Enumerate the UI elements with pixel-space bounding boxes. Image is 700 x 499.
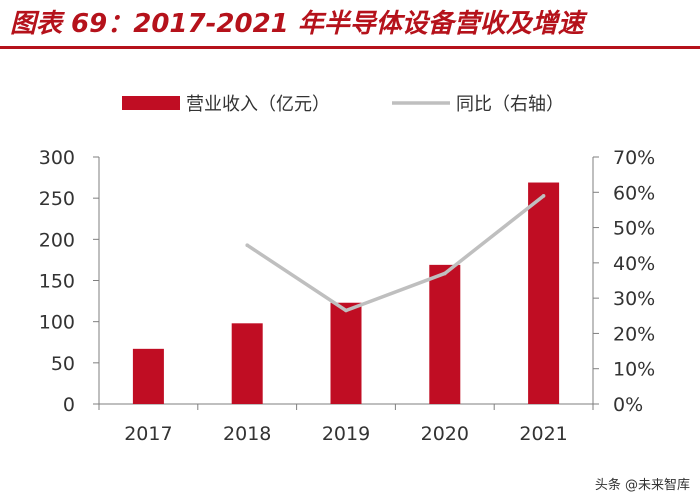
yoy-point-2021 — [541, 194, 546, 198]
legend-line-label: 同比（右轴） — [456, 94, 564, 115]
bar-2020 — [429, 264, 461, 404]
x-tick-label: 2020 — [421, 423, 469, 445]
legend-bar-label: 营业收入（亿元） — [186, 94, 330, 115]
x-tick-label: 2017 — [124, 423, 172, 445]
y-right-tick-label: 60% — [613, 182, 655, 204]
watermark: 头条 @未来智库 — [594, 478, 690, 493]
bar-2017 — [132, 348, 164, 404]
legend-bar-swatch — [122, 96, 180, 110]
y-left-tick-label: 50 — [51, 353, 75, 375]
y-left-tick-label: 300 — [39, 147, 75, 169]
chart-title: 图表 69：2017-2021 年半导体设备营收及增速 — [10, 9, 584, 39]
yoy-point-2018 — [245, 243, 249, 248]
x-tick-label: 2021 — [519, 423, 567, 445]
bar-2019 — [330, 302, 362, 404]
title-rule — [0, 46, 700, 49]
y-right-tick-label: 40% — [613, 253, 655, 275]
yoy-point-2020 — [443, 271, 447, 276]
y-right-tick-label: 30% — [613, 288, 655, 310]
y-left-tick-label: 100 — [39, 312, 75, 334]
y-left-tick-label: 0 — [63, 394, 75, 416]
y-right-tick-label: 50% — [613, 218, 655, 240]
bar-2021 — [528, 182, 560, 404]
yoy-growth-line — [246, 194, 545, 313]
y-right-tick-label: 70% — [613, 147, 655, 169]
yoy-point-2019 — [344, 308, 348, 313]
y-right-tick-label: 0% — [613, 394, 643, 416]
x-tick-label: 2019 — [322, 423, 370, 445]
bar-2018 — [231, 323, 263, 404]
x-tick-label: 2018 — [223, 423, 271, 445]
y-left-tick-label: 250 — [39, 188, 75, 210]
y-left-tick-label: 150 — [39, 271, 75, 293]
y-right-tick-label: 10% — [613, 359, 655, 381]
y-right-tick-label: 20% — [613, 323, 655, 345]
y-left-tick-label: 200 — [39, 229, 75, 251]
